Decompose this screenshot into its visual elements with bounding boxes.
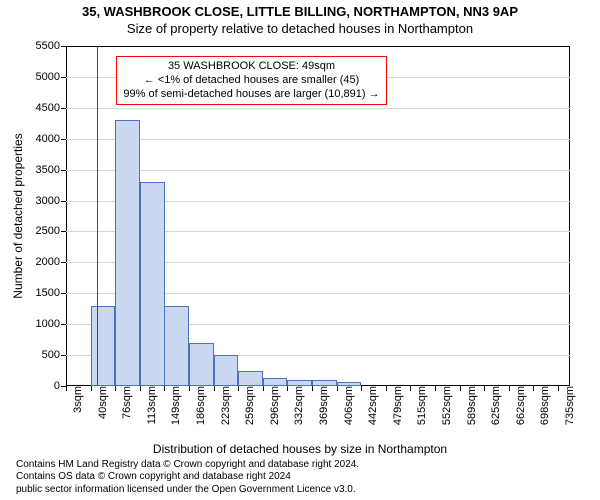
xtick-label: 515sqm <box>410 386 428 425</box>
title-subtitle: Size of property relative to detached ho… <box>0 21 600 36</box>
ytick-label: 2500 <box>36 225 66 237</box>
histogram-bar <box>189 343 214 386</box>
xtick-label: 223sqm <box>214 386 232 425</box>
xtick-label: 698sqm <box>533 386 551 425</box>
ytick-label: 2000 <box>36 256 66 268</box>
title-block: 35, WASHBROOK CLOSE, LITTLE BILLING, NOR… <box>0 4 600 36</box>
ytick-label: 5500 <box>36 40 66 52</box>
histogram-bar <box>214 355 239 386</box>
ytick-label: 4500 <box>36 102 66 114</box>
ytick-label: 3000 <box>36 195 66 207</box>
y-axis-label: Number of detached properties <box>11 133 25 298</box>
xtick-label: 76sqm <box>115 386 133 419</box>
ytick-label: 1500 <box>36 287 66 299</box>
xtick-label: 3sqm <box>66 386 84 413</box>
xtick-label: 40sqm <box>91 386 109 419</box>
gridline <box>66 170 570 171</box>
xtick-label: 296sqm <box>263 386 281 425</box>
xtick-label: 149sqm <box>164 386 182 425</box>
xtick-label: 186sqm <box>189 386 207 425</box>
xtick-label: 442sqm <box>361 386 379 425</box>
xtick-label: 662sqm <box>509 386 527 425</box>
xtick-label: 332sqm <box>287 386 305 425</box>
xtick-label: 735sqm <box>558 386 576 425</box>
x-axis-label: Distribution of detached houses by size … <box>0 442 600 456</box>
ytick-label: 3500 <box>36 164 66 176</box>
histogram-bar <box>263 378 288 386</box>
xtick-label: 406sqm <box>337 386 355 425</box>
xtick-label: 369sqm <box>312 386 330 425</box>
xtick-label: 479sqm <box>386 386 404 425</box>
xtick-label: 552sqm <box>435 386 453 425</box>
histogram-bar <box>91 306 116 386</box>
histogram-bar <box>238 371 263 386</box>
xtick-label: 259sqm <box>238 386 256 425</box>
xtick-label: 625sqm <box>484 386 502 425</box>
xtick-label: 113sqm <box>140 386 158 424</box>
annotation-line: 99% of semi-detached houses are larger (… <box>123 88 379 102</box>
footer-line: Contains HM Land Registry data © Crown c… <box>16 459 359 472</box>
xtick-label: 589sqm <box>460 386 478 425</box>
histogram-bar <box>164 306 189 386</box>
footer-line: Contains OS data © Crown copyright and d… <box>16 471 359 484</box>
plot-area: 0500100015002000250030003500400045005000… <box>66 46 570 386</box>
annotation-box: 35 WASHBROOK CLOSE: 49sqm ← <1% of detac… <box>116 56 386 105</box>
gridline <box>66 139 570 140</box>
ytick-label: 1000 <box>36 318 66 330</box>
marker-line <box>97 46 98 386</box>
title-address: 35, WASHBROOK CLOSE, LITTLE BILLING, NOR… <box>0 4 600 19</box>
ytick-label: 4000 <box>36 133 66 145</box>
annotation-line: 35 WASHBROOK CLOSE: 49sqm <box>123 60 379 74</box>
annotation-line: ← <1% of detached houses are smaller (45… <box>123 74 379 88</box>
histogram-bar <box>140 182 165 386</box>
footer-line: public sector information licensed under… <box>16 484 359 497</box>
histogram-bar <box>115 120 140 386</box>
ytick-label: 500 <box>42 349 66 361</box>
ytick-label: 0 <box>54 380 66 392</box>
figure: 35, WASHBROOK CLOSE, LITTLE BILLING, NOR… <box>0 0 600 500</box>
footer: Contains HM Land Registry data © Crown c… <box>16 459 359 497</box>
ytick-label: 5000 <box>36 71 66 83</box>
gridline <box>66 108 570 109</box>
